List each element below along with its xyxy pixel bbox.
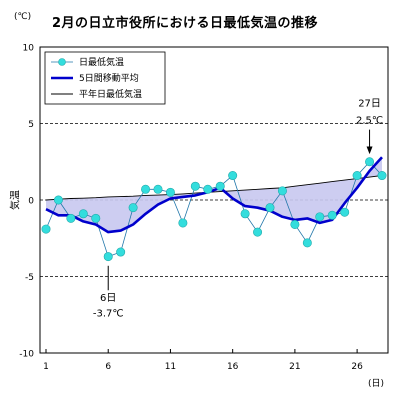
- daily-min-line: [45, 161, 383, 258]
- daily-min-point: [41, 224, 51, 234]
- y-tick-label: 10: [23, 44, 35, 54]
- daily-min-point: [153, 184, 163, 194]
- daily-min-point: [215, 181, 225, 191]
- x-tick-label: 1: [43, 362, 49, 372]
- legend-label: 5日間移動平均: [79, 72, 139, 84]
- y-tick-label: 0: [28, 197, 34, 207]
- arrow-head: [366, 146, 373, 155]
- moving-average-line: [45, 156, 383, 234]
- annotation-temp: 2.5℃: [356, 116, 383, 127]
- legend-swatch-marker: [58, 58, 66, 66]
- daily-min-point: [103, 252, 113, 262]
- daily-min-point: [352, 171, 362, 181]
- daily-min-point: [116, 247, 126, 257]
- daily-min-point: [203, 184, 213, 194]
- daily-min-point: [327, 210, 337, 220]
- legend-label: 日最低気温: [79, 56, 124, 68]
- daily-min-point: [377, 171, 387, 181]
- daily-min-point: [265, 203, 275, 213]
- daily-min-point: [240, 209, 250, 219]
- x-tick-label: 16: [227, 362, 239, 372]
- daily-min-point: [66, 213, 76, 223]
- daily-min-point: [253, 227, 263, 237]
- y-unit-label: (℃): [14, 12, 32, 22]
- y-tick-label: -10: [19, 350, 34, 360]
- y-tick-label: -5: [25, 273, 34, 283]
- daily-min-point: [190, 181, 200, 191]
- normal-line: [45, 175, 383, 201]
- daily-min-point: [315, 212, 325, 222]
- annotation-day: 6日: [100, 293, 116, 304]
- x-tick-label: 11: [165, 362, 176, 372]
- legend-label: 平年日最低気温: [79, 88, 142, 100]
- anomaly-area: [46, 157, 382, 233]
- annotation-temp: -3.7℃: [93, 308, 124, 319]
- daily-min-point: [78, 209, 88, 219]
- daily-min-point: [141, 184, 151, 194]
- daily-min-point: [290, 219, 300, 229]
- annotation-day: 27日: [358, 99, 381, 110]
- daily-min-point: [277, 186, 287, 196]
- daily-min-point: [178, 218, 188, 228]
- daily-min-point: [128, 203, 138, 213]
- x-tick-label: 26: [351, 362, 363, 372]
- daily-min-point: [365, 157, 375, 167]
- x-tick-label: 6: [105, 362, 111, 372]
- daily-min-point: [91, 213, 101, 223]
- daily-min-point: [228, 171, 238, 181]
- x-tick-label: 21: [289, 362, 300, 372]
- daily-min-point: [340, 207, 350, 217]
- x-unit-label: (日): [368, 379, 385, 389]
- y-tick-label: 5: [28, 120, 34, 130]
- daily-min-point: [302, 238, 312, 248]
- daily-min-point: [165, 187, 175, 197]
- daily-min-point: [53, 195, 63, 205]
- chart-title: 2月の日立市役所における日最低気温の推移: [52, 16, 319, 31]
